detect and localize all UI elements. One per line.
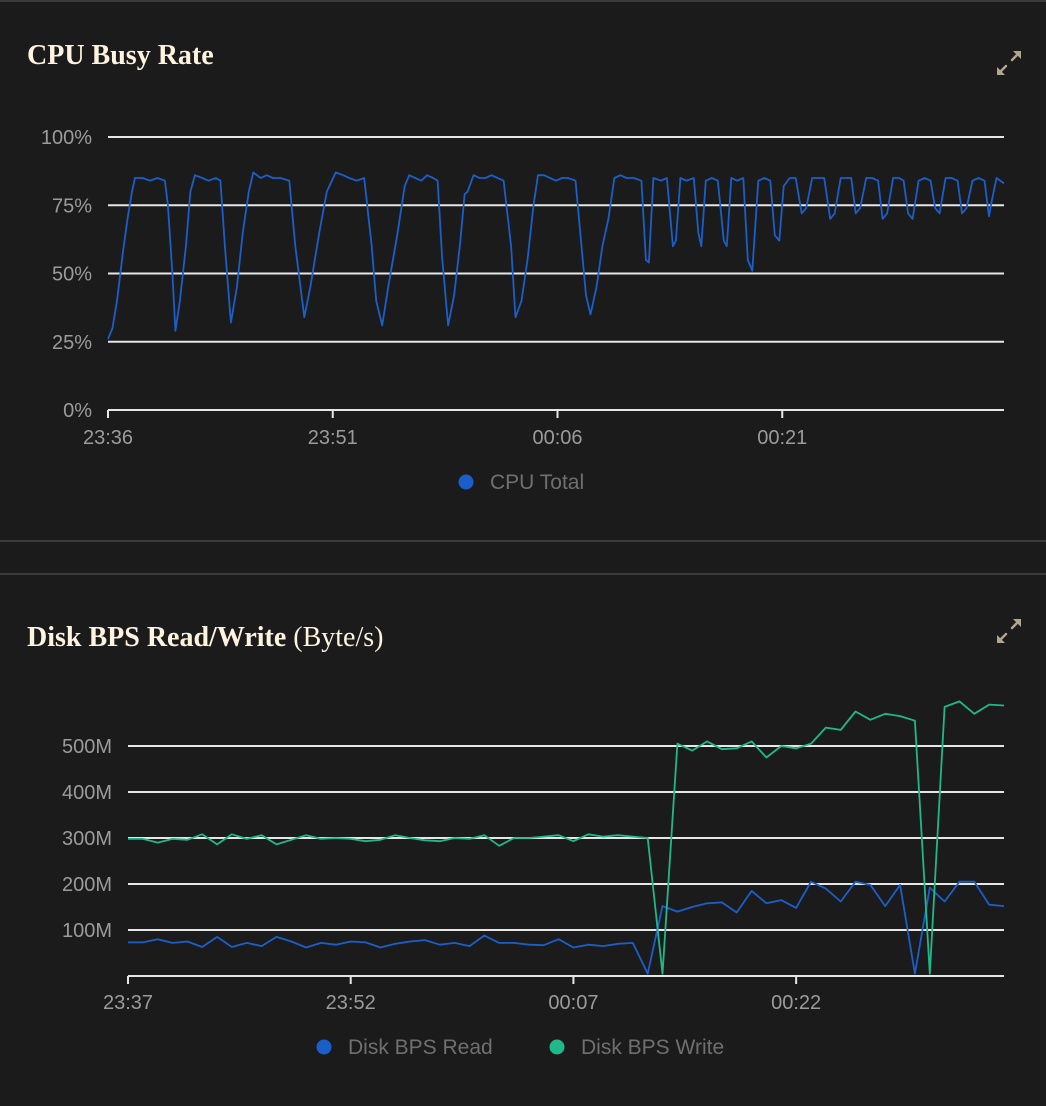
series-line-disk-bps-write [128,700,1005,975]
disk-bps-panel: Disk BPS Read/Write (Byte/s) 100M 200M 300… [0,575,1046,1106]
x-tick-label: 23:51 [308,427,358,449]
cpu-busy-panel: CPU Busy Rate 0% 25% 50% 75% 100% 23:36 23:51 0… [0,0,1046,540]
y-tick-label: 500M [62,736,112,758]
disk-bps-line-chart: 100M 200M 300M 400M 500M 23:37 23:52 00:07 00:22… [62,700,1005,1059]
legend-marker [549,1039,565,1055]
legend-label: CPU Total [490,471,584,494]
expand-arrows-icon[interactable] [994,48,1024,78]
series-line-cpu-total [107,171,1005,340]
y-tick-label: 50% [52,264,92,286]
legend-marker [458,474,474,490]
y-tick-label: 75% [52,195,92,217]
y-tick-label: 0% [63,400,92,422]
y-tick-label: 100M [62,920,112,942]
x-tick-label: 23:36 [83,427,133,449]
cpu-line-chart: 0% 25% 50% 75% 100% 23:36 23:51 00:06 00:21 CPU T… [41,127,1005,494]
panel-divider [0,540,1046,575]
x-tick-label: 00:21 [757,427,807,449]
x-tick-label: 23:52 [326,992,376,1014]
y-tick-label: 100% [41,127,92,149]
disk-panel-title: Disk BPS Read/Write (Byte/s) [27,622,384,654]
x-tick-label: 00:22 [771,992,821,1014]
y-tick-label: 400M [62,782,112,804]
legend-label: Disk BPS Read [348,1036,493,1059]
disk-panel-title-text: Disk BPS Read/Write [27,622,287,653]
x-tick-label: 00:06 [532,427,582,449]
cpu-panel-title-text: CPU Busy Rate [27,40,214,71]
x-tick-label: 23:37 [103,992,153,1014]
y-tick-label: 25% [52,332,92,354]
legend-label: Disk BPS Write [581,1036,724,1059]
legend-marker [316,1039,332,1055]
y-tick-label: 200M [62,874,112,896]
y-tick-label: 300M [62,828,112,850]
expand-arrows-icon[interactable] [994,616,1024,646]
disk-panel-unit: (Byte/s) [293,622,384,653]
series-line-disk-bps-read [128,880,1005,975]
cpu-panel-title: CPU Busy Rate [27,40,214,72]
x-tick-label: 00:07 [548,992,598,1014]
